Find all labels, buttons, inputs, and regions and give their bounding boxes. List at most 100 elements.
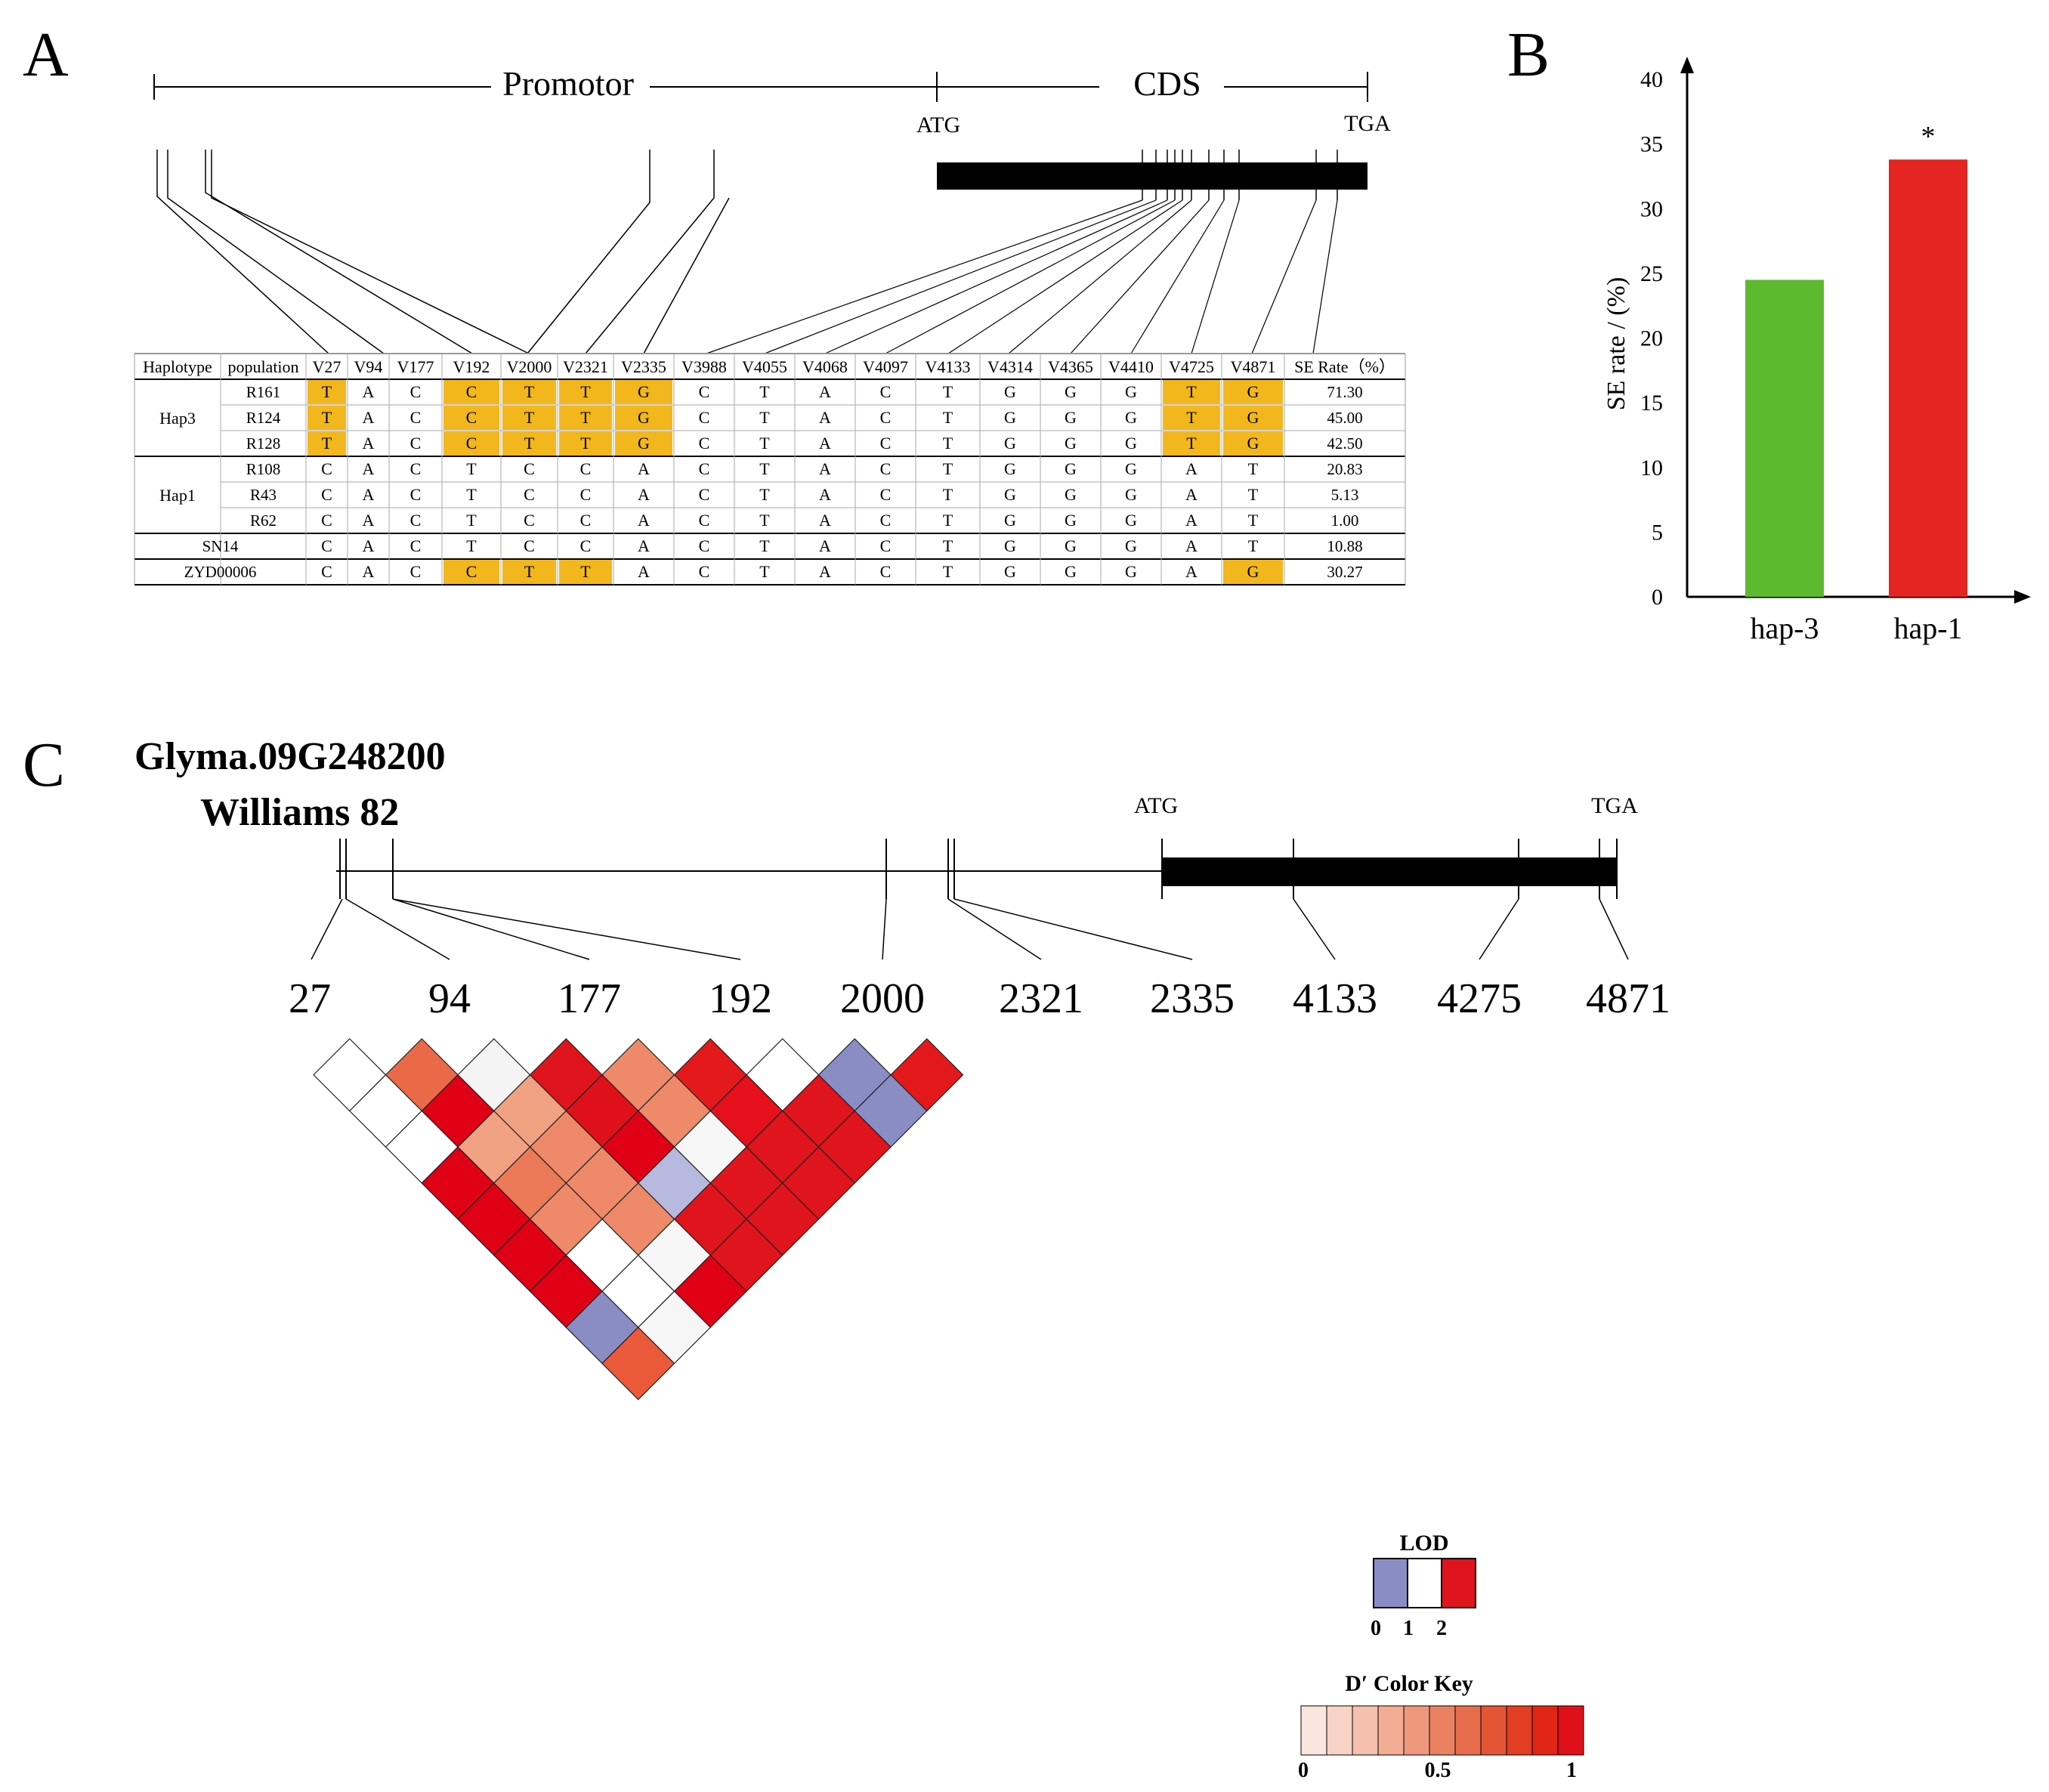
allele-cell: C	[321, 562, 332, 581]
population-cell: R161	[246, 383, 281, 401]
snp-position-label: 2335	[1150, 975, 1235, 1022]
allele-cell: G	[1004, 382, 1016, 401]
allele-cell: C	[410, 382, 422, 401]
panel-c-label: C	[23, 730, 65, 800]
allele-cell: T	[943, 408, 953, 427]
allele-cell: G	[1004, 459, 1016, 478]
allele-cell: T	[1248, 485, 1259, 504]
allele-cell: T	[759, 408, 770, 427]
allele-cell: T	[759, 536, 770, 555]
dprime-ramp-swatch	[1352, 1705, 1379, 1756]
cds-bracket: CDS	[936, 64, 1368, 103]
gene-cds-block-c	[1162, 857, 1617, 886]
allele-cell: A	[638, 536, 650, 555]
population-cell: SN14	[202, 537, 239, 555]
table-header-cell: V4314	[987, 357, 1033, 376]
table-header-cell: V4068	[802, 357, 848, 376]
panel-a-label: A	[23, 20, 69, 90]
allele-highlight	[615, 406, 672, 430]
table-header-cell: V192	[453, 357, 490, 376]
x-axis-arrow	[2014, 590, 2031, 604]
allele-cell: T	[524, 382, 535, 401]
allele-cell: A	[819, 536, 831, 555]
allele-cell: C	[321, 536, 332, 555]
table-header-cell: SE Rate（%）	[1294, 357, 1395, 376]
cultivar-title: Williams 82	[200, 791, 399, 834]
se-rate-bar-chart: 0 5 10 15 20 25 30 35 40 hap-3 hap-1 *	[1640, 57, 2031, 645]
haplotype-group-label: Hap3	[159, 409, 196, 428]
allele-cell: T	[943, 511, 953, 530]
allele-cell: T	[943, 562, 953, 581]
allele-highlight	[615, 431, 672, 456]
se-rate-cell: 42.50	[1327, 434, 1362, 453]
lod-swatch-mid	[1407, 1558, 1442, 1608]
allele-cell: T	[943, 382, 953, 401]
allele-cell: A	[819, 459, 831, 478]
allele-cell: G	[1065, 485, 1077, 504]
promotor-label: Promotor	[502, 64, 634, 103]
y-tick-label: 20	[1640, 326, 1663, 351]
dprime-ramp-swatch	[1403, 1705, 1430, 1756]
allele-cell: A	[638, 562, 650, 581]
allele-cell: A	[363, 408, 375, 427]
allele-cell: C	[466, 434, 477, 453]
allele-cell: A	[1185, 562, 1198, 581]
allele-cell: A	[638, 459, 650, 478]
allele-cell: T	[322, 382, 332, 401]
allele-cell: A	[638, 511, 650, 530]
snp-position-label: 2321	[999, 975, 1083, 1022]
allele-cell: T	[580, 562, 591, 581]
allele-cell: C	[466, 408, 477, 427]
allele-highlight	[308, 406, 346, 430]
allele-cell: C	[466, 562, 477, 581]
table-header-cell: V4097	[863, 357, 908, 376]
allele-cell: G	[1065, 408, 1077, 427]
allele-cell: G	[1004, 536, 1016, 555]
allele-cell: T	[322, 408, 332, 427]
allele-cell: G	[1125, 485, 1137, 504]
allele-cell: C	[880, 511, 892, 530]
allele-cell: T	[759, 485, 770, 504]
lod-tick-0: 0	[1371, 1617, 1381, 1640]
allele-cell: G	[1125, 459, 1137, 478]
se-rate-cell: 1.00	[1331, 511, 1359, 530]
se-rate-cell: 20.83	[1327, 460, 1362, 478]
snp-position-label: 4871	[1586, 975, 1670, 1022]
allele-cell: C	[880, 382, 892, 401]
allele-cell: T	[759, 382, 770, 401]
allele-cell: A	[363, 459, 375, 478]
allele-cell: G	[1247, 382, 1259, 401]
allele-cell: C	[524, 459, 535, 478]
allele-cell: T	[943, 434, 953, 453]
allele-cell: T	[943, 536, 953, 555]
allele-cell: A	[819, 562, 831, 581]
allele-cell: C	[321, 485, 332, 504]
population-cell: ZYD00006	[184, 563, 257, 581]
y-tick-label: 15	[1640, 391, 1663, 416]
allele-highlight	[443, 406, 499, 430]
allele-cell: C	[880, 485, 892, 504]
snp-position-label: 4133	[1293, 975, 1377, 1022]
allele-cell: T	[1248, 536, 1259, 555]
allele-cell: G	[1065, 459, 1077, 478]
dprime-tick-05: 0.5	[1425, 1759, 1451, 1782]
snp-position-label: 4275	[1437, 975, 1522, 1022]
allele-cell: T	[1186, 382, 1197, 401]
y-axis-arrow	[1680, 57, 1694, 73]
table-header-cell: V4725	[1169, 357, 1214, 376]
significance-marker: *	[1921, 121, 1936, 153]
haplotype-group-label: Hap1	[159, 486, 196, 505]
allele-cell: A	[1185, 536, 1198, 555]
allele-cell: C	[880, 459, 892, 478]
table-header-cell: V4871	[1231, 357, 1276, 376]
bar-hap-1	[1889, 159, 1967, 598]
allele-cell: G	[1065, 536, 1077, 555]
table-header-cell: V2321	[563, 357, 608, 376]
allele-highlight	[502, 560, 556, 584]
y-axis-label: SE rate / (%)	[1602, 277, 1630, 411]
snp-position-label: 27	[289, 975, 331, 1022]
snp-position-label: 94	[428, 975, 471, 1022]
y-tick-label: 10	[1640, 456, 1663, 480]
allele-cell: A	[1185, 459, 1198, 478]
